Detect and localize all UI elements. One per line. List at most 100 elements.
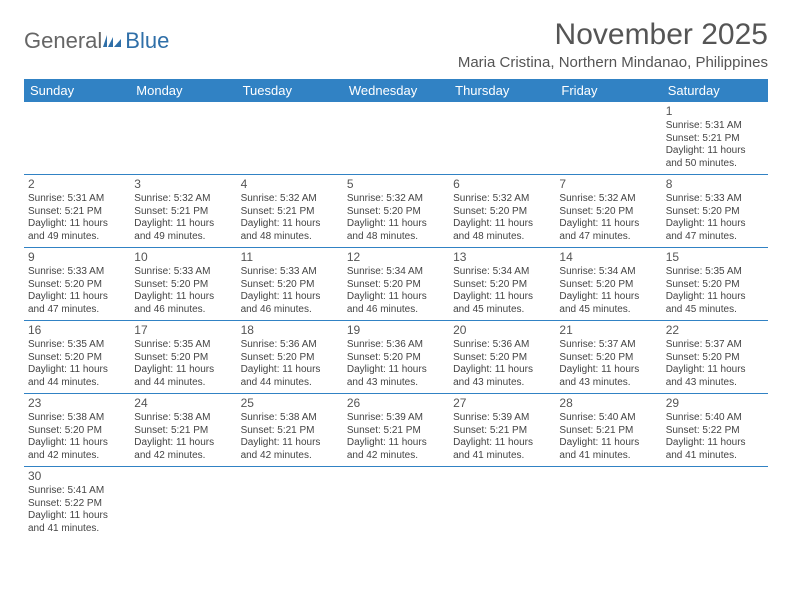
day-cell: 3Sunrise: 5:32 AMSunset: 5:21 PMDaylight… bbox=[130, 175, 236, 247]
daylight-text: Daylight: 11 hours and 47 minutes. bbox=[666, 218, 764, 243]
sunrise-text: Sunrise: 5:38 AM bbox=[28, 412, 126, 425]
sunrise-text: Sunrise: 5:36 AM bbox=[241, 339, 339, 352]
daylight-text: Daylight: 11 hours and 49 minutes. bbox=[28, 218, 126, 243]
daylight-text: Daylight: 11 hours and 42 minutes. bbox=[347, 437, 445, 462]
daylight-text: Daylight: 11 hours and 41 minutes. bbox=[666, 437, 764, 462]
empty-cell bbox=[662, 467, 768, 539]
day-cell: 25Sunrise: 5:38 AMSunset: 5:21 PMDayligh… bbox=[237, 394, 343, 466]
calendar: Sunday Monday Tuesday Wednesday Thursday… bbox=[24, 79, 768, 539]
daylight-text: Daylight: 11 hours and 41 minutes. bbox=[28, 510, 126, 535]
day-header: Wednesday bbox=[343, 79, 449, 102]
sunrise-text: Sunrise: 5:40 AM bbox=[666, 412, 764, 425]
daylight-text: Daylight: 11 hours and 46 minutes. bbox=[347, 291, 445, 316]
daylight-text: Daylight: 11 hours and 43 minutes. bbox=[453, 364, 551, 389]
daylight-text: Daylight: 11 hours and 47 minutes. bbox=[559, 218, 657, 243]
day-header: Monday bbox=[130, 79, 236, 102]
daylight-text: Daylight: 11 hours and 43 minutes. bbox=[347, 364, 445, 389]
title-block: November 2025 Maria Cristina, Northern M… bbox=[458, 18, 768, 71]
day-cell: 20Sunrise: 5:36 AMSunset: 5:20 PMDayligh… bbox=[449, 321, 555, 393]
day-cell: 18Sunrise: 5:36 AMSunset: 5:20 PMDayligh… bbox=[237, 321, 343, 393]
day-cell: 8Sunrise: 5:33 AMSunset: 5:20 PMDaylight… bbox=[662, 175, 768, 247]
day-number: 15 bbox=[666, 250, 764, 265]
sunset-text: Sunset: 5:22 PM bbox=[666, 425, 764, 438]
day-number: 18 bbox=[241, 323, 339, 338]
sunset-text: Sunset: 5:20 PM bbox=[453, 352, 551, 365]
day-number: 24 bbox=[134, 396, 232, 411]
sunrise-text: Sunrise: 5:39 AM bbox=[453, 412, 551, 425]
day-number: 20 bbox=[453, 323, 551, 338]
week-row: 23Sunrise: 5:38 AMSunset: 5:20 PMDayligh… bbox=[24, 394, 768, 467]
day-cell: 5Sunrise: 5:32 AMSunset: 5:20 PMDaylight… bbox=[343, 175, 449, 247]
sunset-text: Sunset: 5:20 PM bbox=[28, 279, 126, 292]
daylight-text: Daylight: 11 hours and 42 minutes. bbox=[28, 437, 126, 462]
sunset-text: Sunset: 5:21 PM bbox=[134, 425, 232, 438]
sunset-text: Sunset: 5:20 PM bbox=[559, 279, 657, 292]
sunrise-text: Sunrise: 5:32 AM bbox=[559, 193, 657, 206]
sunrise-text: Sunrise: 5:35 AM bbox=[666, 266, 764, 279]
sunset-text: Sunset: 5:20 PM bbox=[559, 352, 657, 365]
sunrise-text: Sunrise: 5:33 AM bbox=[241, 266, 339, 279]
daylight-text: Daylight: 11 hours and 44 minutes. bbox=[134, 364, 232, 389]
sunrise-text: Sunrise: 5:32 AM bbox=[241, 193, 339, 206]
day-cell: 7Sunrise: 5:32 AMSunset: 5:20 PMDaylight… bbox=[555, 175, 661, 247]
day-number: 11 bbox=[241, 250, 339, 265]
day-cell: 13Sunrise: 5:34 AMSunset: 5:20 PMDayligh… bbox=[449, 248, 555, 320]
daylight-text: Daylight: 11 hours and 43 minutes. bbox=[666, 364, 764, 389]
week-row: 30Sunrise: 5:41 AMSunset: 5:22 PMDayligh… bbox=[24, 467, 768, 539]
sunset-text: Sunset: 5:22 PM bbox=[28, 498, 126, 511]
empty-cell bbox=[343, 102, 449, 174]
day-number: 9 bbox=[28, 250, 126, 265]
week-row: 2Sunrise: 5:31 AMSunset: 5:21 PMDaylight… bbox=[24, 175, 768, 248]
daylight-text: Daylight: 11 hours and 42 minutes. bbox=[134, 437, 232, 462]
day-number: 30 bbox=[28, 469, 126, 484]
daylight-text: Daylight: 11 hours and 44 minutes. bbox=[28, 364, 126, 389]
day-cell: 1Sunrise: 5:31 AMSunset: 5:21 PMDaylight… bbox=[662, 102, 768, 174]
sunrise-text: Sunrise: 5:32 AM bbox=[134, 193, 232, 206]
sunset-text: Sunset: 5:20 PM bbox=[28, 425, 126, 438]
sunset-text: Sunset: 5:20 PM bbox=[559, 206, 657, 219]
location-subtitle: Maria Cristina, Northern Mindanao, Phili… bbox=[458, 54, 768, 71]
day-number: 14 bbox=[559, 250, 657, 265]
day-number: 3 bbox=[134, 177, 232, 192]
day-header: Friday bbox=[555, 79, 661, 102]
day-cell: 19Sunrise: 5:36 AMSunset: 5:20 PMDayligh… bbox=[343, 321, 449, 393]
day-number: 5 bbox=[347, 177, 445, 192]
day-header-row: Sunday Monday Tuesday Wednesday Thursday… bbox=[24, 79, 768, 102]
empty-cell bbox=[449, 102, 555, 174]
sunrise-text: Sunrise: 5:39 AM bbox=[347, 412, 445, 425]
day-cell: 24Sunrise: 5:38 AMSunset: 5:21 PMDayligh… bbox=[130, 394, 236, 466]
week-row: 9Sunrise: 5:33 AMSunset: 5:20 PMDaylight… bbox=[24, 248, 768, 321]
day-header: Tuesday bbox=[237, 79, 343, 102]
logo-text-2: Blue bbox=[125, 28, 169, 54]
empty-cell bbox=[555, 102, 661, 174]
daylight-text: Daylight: 11 hours and 45 minutes. bbox=[559, 291, 657, 316]
empty-cell bbox=[343, 467, 449, 539]
day-cell: 26Sunrise: 5:39 AMSunset: 5:21 PMDayligh… bbox=[343, 394, 449, 466]
day-cell: 28Sunrise: 5:40 AMSunset: 5:21 PMDayligh… bbox=[555, 394, 661, 466]
day-number: 22 bbox=[666, 323, 764, 338]
sunrise-text: Sunrise: 5:37 AM bbox=[559, 339, 657, 352]
sunset-text: Sunset: 5:20 PM bbox=[241, 279, 339, 292]
daylight-text: Daylight: 11 hours and 48 minutes. bbox=[241, 218, 339, 243]
sunset-text: Sunset: 5:20 PM bbox=[453, 279, 551, 292]
logo-text-1: General bbox=[24, 28, 102, 54]
day-cell: 27Sunrise: 5:39 AMSunset: 5:21 PMDayligh… bbox=[449, 394, 555, 466]
logo: General Blue bbox=[24, 28, 169, 54]
daylight-text: Daylight: 11 hours and 45 minutes. bbox=[453, 291, 551, 316]
day-number: 19 bbox=[347, 323, 445, 338]
sunset-text: Sunset: 5:21 PM bbox=[134, 206, 232, 219]
month-title: November 2025 bbox=[458, 18, 768, 52]
day-cell: 4Sunrise: 5:32 AMSunset: 5:21 PMDaylight… bbox=[237, 175, 343, 247]
sunset-text: Sunset: 5:20 PM bbox=[666, 279, 764, 292]
sunset-text: Sunset: 5:21 PM bbox=[241, 425, 339, 438]
day-number: 21 bbox=[559, 323, 657, 338]
sunset-text: Sunset: 5:21 PM bbox=[666, 133, 764, 146]
sunrise-text: Sunrise: 5:37 AM bbox=[666, 339, 764, 352]
day-number: 2 bbox=[28, 177, 126, 192]
day-number: 26 bbox=[347, 396, 445, 411]
day-cell: 14Sunrise: 5:34 AMSunset: 5:20 PMDayligh… bbox=[555, 248, 661, 320]
sunset-text: Sunset: 5:21 PM bbox=[347, 425, 445, 438]
sunrise-text: Sunrise: 5:35 AM bbox=[28, 339, 126, 352]
sunrise-text: Sunrise: 5:38 AM bbox=[134, 412, 232, 425]
sunset-text: Sunset: 5:21 PM bbox=[241, 206, 339, 219]
